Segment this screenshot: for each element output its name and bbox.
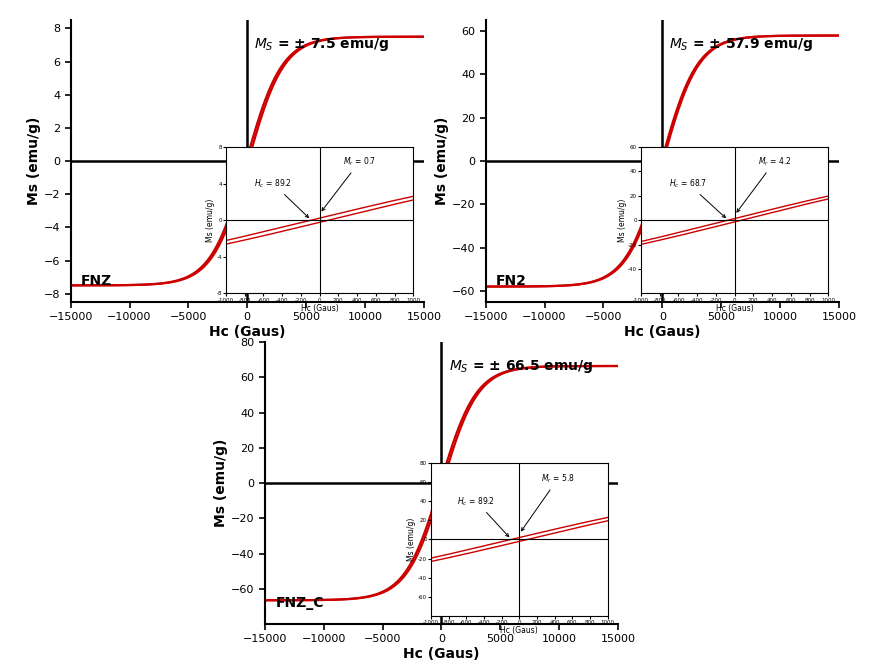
Text: $M_S$ = ± 57.9 emu/g: $M_S$ = ± 57.9 emu/g	[669, 36, 813, 53]
X-axis label: Hc (Gaus): Hc (Gaus)	[404, 648, 479, 661]
Y-axis label: Ms (emu/g): Ms (emu/g)	[435, 117, 449, 205]
Text: FNZ: FNZ	[81, 274, 112, 288]
Text: $M_S$ = ± 7.5 emu/g: $M_S$ = ± 7.5 emu/g	[254, 36, 389, 53]
Text: FN2: FN2	[496, 274, 527, 288]
X-axis label: Hc (Gaus): Hc (Gaus)	[624, 325, 700, 339]
X-axis label: Hc (Gaus): Hc (Gaus)	[209, 325, 285, 339]
Text: $M_S$ = ± 66.5 emu/g: $M_S$ = ± 66.5 emu/g	[449, 358, 592, 375]
Y-axis label: Ms (emu/g): Ms (emu/g)	[27, 117, 41, 205]
Text: FNZ_C: FNZ_C	[275, 596, 324, 610]
Y-axis label: Ms (emu/g): Ms (emu/g)	[215, 439, 228, 527]
